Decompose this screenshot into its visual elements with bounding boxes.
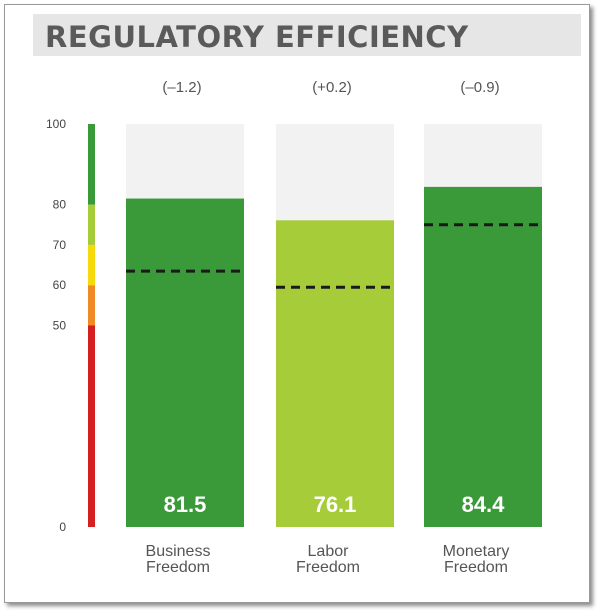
bar	[276, 220, 394, 527]
change-label: (–0.9)	[460, 79, 499, 96]
y-tick-label: 50	[53, 319, 67, 333]
bar-value-label: 84.4	[462, 492, 506, 517]
scale-band-3	[88, 204, 95, 245]
scale-band-4	[88, 124, 95, 205]
scale-band-0	[88, 325, 95, 527]
chart-title: REGULATORY EFFICIENCY	[45, 20, 469, 54]
category-label: Freedom	[146, 559, 210, 576]
y-tick-label: 70	[53, 238, 67, 252]
change-label: (–1.2)	[162, 79, 201, 96]
category-label: Monetary	[443, 543, 510, 560]
change-label: (+0.2)	[312, 79, 352, 96]
category-label: Business	[146, 543, 211, 560]
bar-value-label: 76.1	[314, 492, 357, 517]
bar	[126, 198, 244, 527]
scale-band-2	[88, 244, 95, 286]
scale-band-1	[88, 285, 95, 326]
y-tick-label: 100	[46, 117, 66, 131]
y-tick-label: 60	[53, 278, 67, 292]
y-tick-label: 0	[59, 520, 66, 534]
category-label: Labor	[308, 543, 350, 560]
bar	[424, 186, 542, 528]
y-tick-label: 80	[53, 198, 67, 212]
category-label: Freedom	[444, 559, 508, 576]
chart-header: REGULATORY EFFICIENCY	[33, 14, 581, 56]
bar-value-label: 81.5	[164, 492, 207, 517]
category-label: Freedom	[296, 559, 360, 576]
